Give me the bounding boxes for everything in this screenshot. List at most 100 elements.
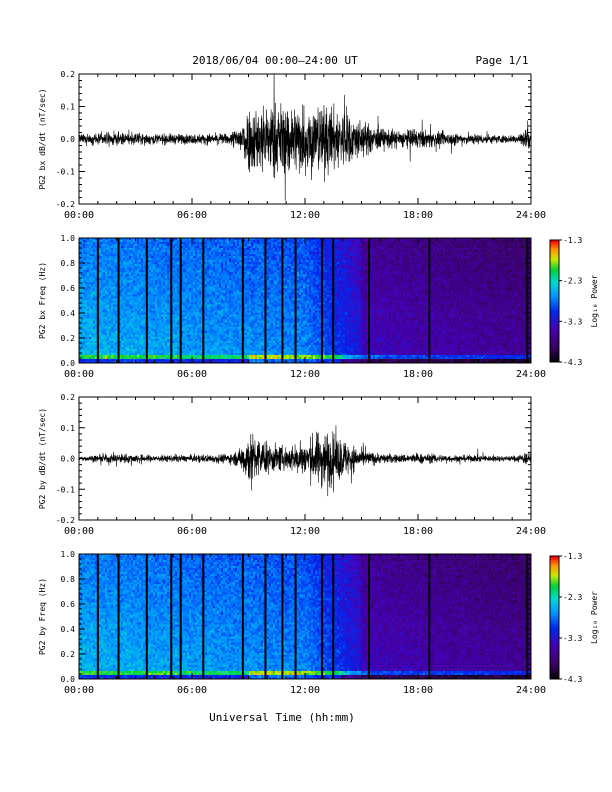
colorbar-segment <box>550 254 559 257</box>
colorbar-segment <box>550 242 559 245</box>
bx-spectrogram-panel: 00:00 06:00 12:00 18:00 24:00 1.0 0.8 0.6 0.4 0.2… <box>38 234 546 380</box>
x-tick-label: 06:00 <box>177 210 207 221</box>
colorbar-segment <box>550 256 559 259</box>
colorbar-segment <box>550 325 559 328</box>
data-gap-line <box>170 238 173 363</box>
x-tick-label: 12:00 <box>290 369 320 380</box>
colorbar-segment <box>550 582 559 586</box>
colorbar-segment <box>550 586 559 590</box>
colorbar-segment <box>550 666 559 670</box>
waveform-trace <box>79 425 531 497</box>
colorbar-segment <box>550 607 559 610</box>
y-tick-label: 0.0 <box>61 359 76 368</box>
colorbar-segment <box>550 260 559 263</box>
colorbar-segment <box>550 244 559 247</box>
colorbar-segment <box>550 333 559 336</box>
x-tick-label: 18:00 <box>403 210 433 221</box>
colorbar-segment <box>550 652 559 655</box>
colorbar-segment <box>550 309 559 312</box>
colorbar-segment <box>550 282 559 286</box>
colorbar-segment <box>550 670 559 674</box>
colorbar-segment <box>550 568 559 571</box>
colorbar-segment <box>550 648 559 651</box>
colorbar-segment <box>550 319 559 322</box>
colorbar-segment <box>550 572 559 575</box>
colorbar-segment <box>550 644 559 647</box>
data-gap-line <box>428 238 431 363</box>
bx-colorbar: -1.3 -2.3 -3.3 -4.3 Log₁₀ Power <box>549 236 599 367</box>
colorbar-segment <box>550 298 559 302</box>
colorbar-segment <box>550 355 559 359</box>
colorbar-segment <box>550 556 559 559</box>
colorbar-segment <box>550 357 559 361</box>
data-gap-line <box>294 554 297 679</box>
colorbar-tick-label: -4.3 <box>563 675 582 684</box>
colorbar-frame <box>549 239 560 363</box>
colorbar-segment <box>550 638 559 641</box>
colorbar-segment <box>550 605 559 608</box>
colorbar-segment <box>550 349 559 353</box>
x-tick-label: 00:00 <box>64 526 94 537</box>
y-axis-label: PG2 bx Freq (Hz) <box>38 262 47 339</box>
data-gap-line <box>294 238 297 363</box>
colorbar-segment <box>550 570 559 573</box>
colorbar-segment <box>550 599 559 602</box>
x-tick-label: 18:00 <box>403 685 433 696</box>
data-gap-line <box>179 238 182 363</box>
colorbar-segment <box>550 658 559 661</box>
colorbar-tick-label: -3.3 <box>563 317 582 326</box>
data-gap-line <box>96 238 99 363</box>
colorbar-segment <box>550 676 559 680</box>
y-tick-label: 1.0 <box>61 550 76 559</box>
x-tick-label: 00:00 <box>64 685 94 696</box>
colorbar-tick-label: -4.3 <box>563 358 582 367</box>
data-gap-line <box>241 554 244 679</box>
colorbar-segment <box>550 601 559 604</box>
colorbar-segment <box>550 594 559 598</box>
colorbar-segment <box>550 560 559 563</box>
y-tick-label: 0.1 <box>61 424 76 433</box>
colorbar-segment <box>550 246 559 249</box>
colorbar-label: Log₁₀ Power <box>590 591 599 644</box>
spectrogram-cells <box>79 238 532 364</box>
colorbar-segment <box>550 276 559 280</box>
data-gap-line <box>320 554 323 679</box>
data-gap-line <box>264 238 267 363</box>
x-tick-label: 18:00 <box>403 369 433 380</box>
page-indicator: Page 1/1 <box>476 54 529 67</box>
colorbar-frame <box>549 555 560 680</box>
data-gap-line <box>145 238 148 363</box>
data-gap-line <box>117 238 120 363</box>
colorbar-segment <box>550 327 559 330</box>
data-gap-line <box>332 238 335 363</box>
data-gap-line <box>117 554 120 679</box>
data-gap-line <box>526 554 529 679</box>
colorbar-segment <box>550 566 559 569</box>
y-tick-label: 0.2 <box>61 650 76 659</box>
y-tick-label: -0.1 <box>56 168 75 177</box>
colorbar-segment <box>550 278 559 282</box>
y-axis-label: PG2 by dB/dt (nT/sec) <box>38 408 47 509</box>
colorbar-segment <box>550 627 559 631</box>
colorbar-segment <box>550 252 559 255</box>
data-gap-line <box>145 554 148 679</box>
colorbar-tick-label: -2.3 <box>563 277 582 286</box>
colorbar-segment <box>550 633 559 637</box>
data-gap-line <box>96 554 99 679</box>
data-gap-line <box>241 238 244 363</box>
colorbar-segment <box>550 629 559 633</box>
colorbar-segment <box>550 656 559 659</box>
colorbar-segment <box>550 331 559 334</box>
colorbar-tick-label: -3.3 <box>563 634 582 643</box>
x-tick-label: 00:00 <box>64 210 94 221</box>
colorbar-segment <box>550 266 559 269</box>
colorbar-segment <box>550 288 559 292</box>
colorbar-segment <box>550 270 559 273</box>
colorbar-segment <box>550 240 559 243</box>
bx-waveform-panel: 00:00 06:00 12:00 18:00 24:00 0.2 0.1 0.0 -0.1 -0… <box>38 70 546 221</box>
x-tick-label: 06:00 <box>177 685 207 696</box>
y-tick-label: 0.4 <box>61 309 76 318</box>
colorbar-segment <box>550 674 559 678</box>
y-tick-label: 0.2 <box>61 70 76 79</box>
